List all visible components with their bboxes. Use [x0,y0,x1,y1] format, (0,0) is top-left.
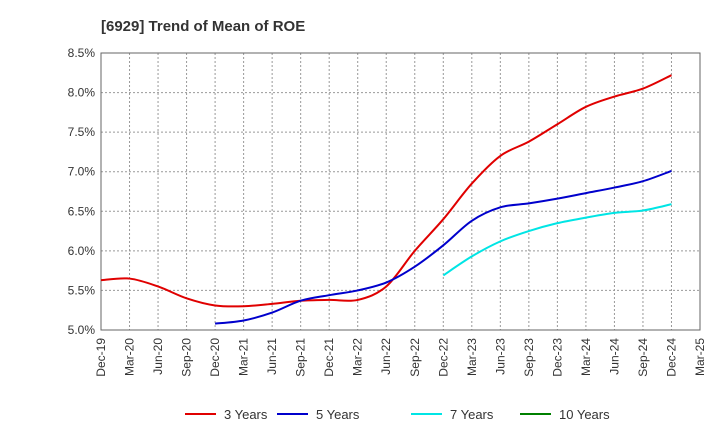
x-tick-label: Jun-22 [379,338,393,375]
x-tick-label: Sep-23 [522,338,536,377]
y-tick-label: 5.0% [68,323,96,337]
x-tick-label: Dec-22 [436,338,450,377]
x-tick-label: Jun-24 [607,338,621,375]
x-tick-label: Sep-20 [180,338,194,377]
legend-label: 3 Years [224,407,268,422]
x-tick-label: Dec-24 [664,338,678,377]
chart-title: [6929] Trend of Mean of ROE [101,18,305,35]
series-line-5-years [214,169,672,325]
x-tick-label: Mar-25 [693,338,707,376]
x-tick-label: Jun-23 [493,338,507,375]
series-lines [100,74,672,325]
x-tick-label: Mar-24 [579,338,593,376]
x-tick-label: Sep-22 [408,338,422,377]
x-tick-label: Dec-23 [550,338,564,377]
x-tick-label: Sep-21 [294,338,308,377]
x-tick-label: Dec-20 [208,338,222,377]
plot-frame [100,52,701,331]
y-tick-label: 8.5% [68,46,96,60]
legend-label: 5 Years [316,407,360,422]
series-line-3-years [100,74,672,308]
y-tick-label: 8.0% [68,86,96,100]
y-tick-label: 5.5% [68,283,96,297]
x-tick-label: Mar-22 [351,338,365,376]
y-tick-label: 6.5% [68,204,96,218]
x-tick-label: Jun-21 [265,338,279,375]
legend-label: 10 Years [559,407,610,422]
series-line-7-years [442,203,672,277]
legend-label: 7 Years [450,407,494,422]
y-tick-label: 7.5% [68,125,96,139]
axes: Dec-19 Mar-20 Jun-20 Sep-20 Dec-20 Mar-21 Jun-… [68,46,707,377]
x-tick-label: Mar-21 [237,338,251,376]
grid-lines [101,53,700,330]
x-tick-label: Dec-19 [94,338,108,377]
x-tick-label: Mar-23 [465,338,479,376]
y-tick-label: 7.0% [68,165,96,179]
legend: 3 Years 5 Years 7 Years 10 Years [185,407,610,422]
y-tick-label: 6.0% [68,244,96,258]
x-tick-label: Mar-20 [123,338,137,376]
x-tick-label: Jun-20 [151,338,165,375]
x-tick-label: Dec-21 [322,338,336,377]
x-tick-label: Sep-24 [636,338,650,377]
